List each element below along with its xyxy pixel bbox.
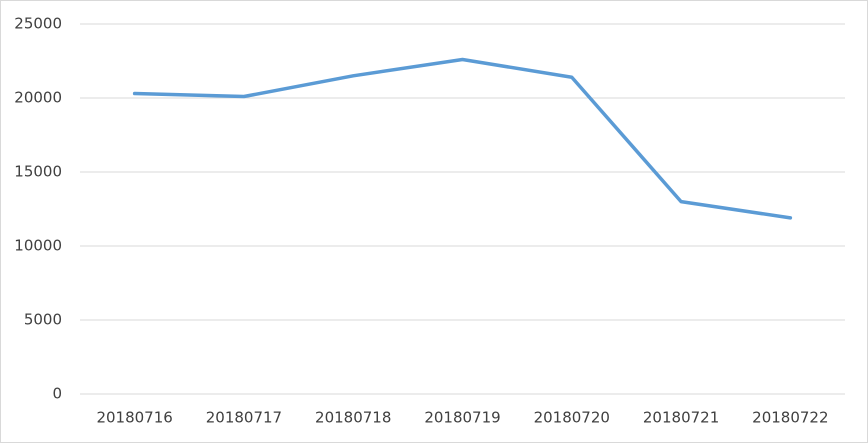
y-tick-label: 20000 xyxy=(14,89,62,107)
x-tick-label: 20180719 xyxy=(424,409,500,427)
y-tick-label: 25000 xyxy=(14,15,62,33)
y-tick-label: 15000 xyxy=(14,163,62,181)
x-tick-label: 20180717 xyxy=(206,409,282,427)
x-tick-label: 20180722 xyxy=(752,409,828,427)
y-tick-label: 5000 xyxy=(24,311,62,329)
y-tick-label: 10000 xyxy=(14,237,62,255)
x-tick-label: 20180716 xyxy=(96,409,172,427)
y-tick-label: 0 xyxy=(52,385,62,403)
x-tick-label: 20180720 xyxy=(534,409,610,427)
x-tick-label: 20180718 xyxy=(315,409,391,427)
x-tick-label: 20180721 xyxy=(643,409,719,427)
line-series xyxy=(132,57,793,220)
